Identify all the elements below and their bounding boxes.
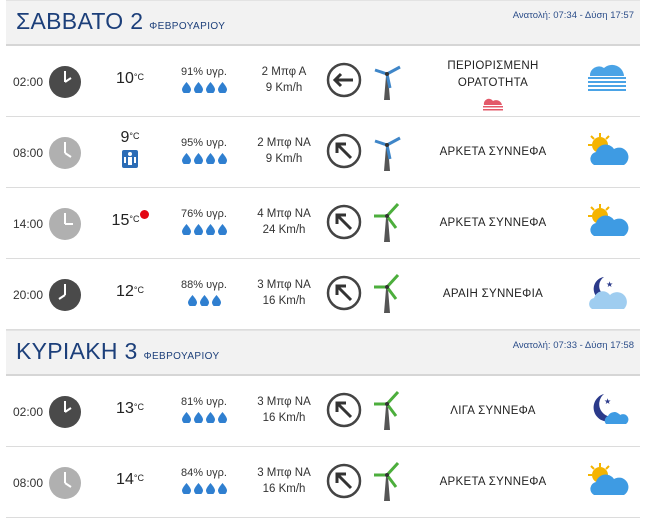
clock-icon bbox=[48, 136, 82, 175]
humidity-drops-icon bbox=[168, 412, 240, 423]
feels-cold-icon bbox=[122, 150, 138, 168]
sunrise-sunset: Ανατολή: 07:33 - Δύση 17:58 bbox=[512, 340, 634, 351]
forecast-row: 14:00 15°C 76% υγρ. 4 Μπφ ΝΑ 24 Km/h ΑΡΚ… bbox=[6, 188, 640, 259]
forecast-time: 02:00 bbox=[12, 405, 44, 419]
moon-cloud-icon: ★ bbox=[582, 390, 630, 435]
wind-turbine-icon bbox=[372, 129, 402, 178]
temperature: 12°C bbox=[116, 283, 144, 300]
forecast-row: 20:00 12°C 88% υγρ. 3 Μπφ ΝΑ 16 Km/h ΑΡΑ… bbox=[6, 259, 640, 330]
clock-icon bbox=[48, 65, 82, 104]
partly-cloudy-day-icon bbox=[582, 131, 630, 176]
humidity-value: 95% υγρ. bbox=[181, 137, 227, 149]
wind-info: 2 Μπφ Α 9 Km/h bbox=[242, 64, 326, 96]
day-header: ΚΥΡΙΑΚΗ 3 ΦΕΒΡΟΥΑΡΙΟΥ Ανατολή: 07:33 - Δύ… bbox=[6, 330, 640, 376]
forecast-time: 20:00 bbox=[12, 288, 44, 302]
svg-text:★: ★ bbox=[604, 397, 611, 406]
weather-description: ΑΡΚΕΤΑ ΣΥΝΝΕΦΑ bbox=[439, 146, 547, 158]
humidity: 76% υγρ. bbox=[168, 208, 240, 235]
wind-speed: 16 Km/h bbox=[262, 295, 306, 307]
wind-beaufort: 3 Μπφ ΝΑ bbox=[257, 467, 311, 479]
day-title: ΚΥΡΙΑΚΗ 3 ΦΕΒΡΟΥΑΡΙΟΥ bbox=[16, 338, 220, 364]
wind-info: 3 Μπφ ΝΑ 16 Km/h bbox=[242, 277, 326, 309]
wind-speed: 16 Km/h bbox=[262, 483, 306, 495]
svg-text:★: ★ bbox=[606, 280, 613, 289]
wind-info: 3 Μπφ ΝΑ 16 Km/h bbox=[242, 465, 326, 497]
wind-turbine-icon bbox=[372, 271, 402, 320]
clock-icon bbox=[48, 395, 82, 434]
partly-cloudy-day-icon bbox=[582, 461, 630, 506]
clock-icon bbox=[48, 466, 82, 505]
wind-direction-icon bbox=[326, 204, 362, 245]
max-temp-indicator-icon bbox=[140, 210, 150, 219]
humidity: 88% υγρ. bbox=[168, 279, 240, 306]
wind-direction-icon bbox=[326, 275, 362, 316]
partly-cloudy-day-icon bbox=[582, 202, 630, 247]
humidity-drops-icon bbox=[168, 224, 240, 235]
wind-speed: 16 Km/h bbox=[262, 412, 306, 424]
day-month: ΦΕΒΡΟΥΑΡΙΟΥ bbox=[143, 351, 220, 362]
wind-speed: 9 Km/h bbox=[265, 153, 303, 165]
temperature: 13°C bbox=[116, 400, 144, 417]
forecast-time: 14:00 bbox=[12, 217, 44, 231]
humidity-value: 81% υγρ. bbox=[181, 396, 227, 408]
forecast-time: 02:00 bbox=[12, 75, 44, 89]
day-month: ΦΕΒΡΟΥΑΡΙΟΥ bbox=[149, 21, 226, 32]
humidity: 84% υγρ. bbox=[168, 467, 240, 494]
wind-direction-icon bbox=[326, 463, 362, 504]
weather-description: ΑΡΚΕΤΑ ΣΥΝΝΕΦΑ bbox=[439, 217, 547, 229]
humidity-drops-icon bbox=[168, 483, 240, 494]
wind-direction-icon bbox=[326, 62, 362, 103]
humidity: 91% υγρ. bbox=[168, 66, 240, 93]
partly-cloudy-night-icon: ★ bbox=[582, 273, 630, 318]
wind-info: 4 Μπφ ΝΑ 24 Km/h bbox=[242, 206, 326, 238]
fog-icon bbox=[582, 60, 630, 105]
wind-direction-icon bbox=[326, 133, 362, 174]
wind-turbine-icon bbox=[372, 200, 402, 249]
wind-beaufort: 3 Μπφ ΝΑ bbox=[257, 396, 311, 408]
humidity-value: 91% υγρ. bbox=[181, 66, 227, 78]
wind-turbine-icon bbox=[372, 388, 402, 437]
temperature: 15°C bbox=[106, 210, 154, 230]
humidity: 95% υγρ. bbox=[168, 137, 240, 164]
day-header: ΣΑΒΒΑΤΟ 2 ΦΕΒΡΟΥΑΡΙΟΥ Ανατολή: 07:34 - Δύ… bbox=[6, 0, 640, 46]
wind-turbine-icon bbox=[372, 459, 402, 508]
humidity-value: 84% υγρ. bbox=[181, 467, 227, 479]
sunrise-sunset: Ανατολή: 07:34 - Δύση 17:57 bbox=[512, 10, 634, 21]
wind-direction-icon bbox=[326, 392, 362, 433]
weather-description: ΠΕΡΙΟΡΙΣΜΕΝΗ ΟΡΑΤΟΤΗΤΑ bbox=[406, 58, 580, 112]
humidity-drops-icon bbox=[168, 153, 240, 164]
clock-icon bbox=[48, 207, 82, 246]
wind-beaufort: 2 Μπφ Α bbox=[261, 66, 307, 78]
temperature: 14°C bbox=[116, 471, 144, 488]
wind-beaufort: 2 Μπφ ΝΑ bbox=[257, 137, 311, 149]
humidity: 81% υγρ. bbox=[168, 396, 240, 423]
clock-icon bbox=[48, 278, 82, 317]
wind-speed: 24 Km/h bbox=[262, 224, 306, 236]
forecast-row: 08:00 9°C 95% υγρ. 2 Μπφ ΝΑ 9 Km/h ΑΡΚΕΤ… bbox=[6, 117, 640, 188]
weather-description: ΛΙΓΑ ΣΥΝΝΕΦΑ bbox=[450, 405, 536, 417]
forecast-time: 08:00 bbox=[12, 476, 44, 490]
wind-beaufort: 3 Μπφ ΝΑ bbox=[257, 279, 311, 291]
forecast-time: 08:00 bbox=[12, 146, 44, 160]
forecast-row: 02:00 10°C 91% υγρ. 2 Μπφ Α 9 Km/h ΠΕΡΙΟ… bbox=[6, 46, 640, 117]
wind-info: 3 Μπφ ΝΑ 16 Km/h bbox=[242, 394, 326, 426]
weather-description: ΑΡΑΙΗ ΣΥΝΝΕΦΙΑ bbox=[442, 288, 544, 300]
humidity-value: 76% υγρ. bbox=[181, 208, 227, 220]
humidity-value: 88% υγρ. bbox=[181, 279, 227, 291]
fog-warning-icon bbox=[483, 98, 503, 111]
wind-speed: 9 Km/h bbox=[265, 82, 303, 94]
wind-turbine-icon bbox=[372, 58, 402, 107]
wind-info: 2 Μπφ ΝΑ 9 Km/h bbox=[242, 135, 326, 167]
forecast-row: 08:00 14°C 84% υγρ. 3 Μπφ ΝΑ 16 Km/h ΑΡΚ… bbox=[6, 447, 640, 518]
humidity-drops-icon bbox=[168, 295, 240, 306]
wind-beaufort: 4 Μπφ ΝΑ bbox=[257, 208, 311, 220]
temperature: 9°C bbox=[106, 129, 154, 168]
temperature: 10°C bbox=[116, 70, 144, 87]
day-title: ΣΑΒΒΑΤΟ 2 ΦΕΒΡΟΥΑΡΙΟΥ bbox=[16, 8, 226, 34]
forecast-row: 02:00 13°C 81% υγρ. 3 Μπφ ΝΑ 16 Km/h ΛΙΓ… bbox=[6, 376, 640, 447]
weather-description: ΑΡΚΕΤΑ ΣΥΝΝΕΦΑ bbox=[439, 476, 547, 488]
humidity-drops-icon bbox=[168, 82, 240, 93]
